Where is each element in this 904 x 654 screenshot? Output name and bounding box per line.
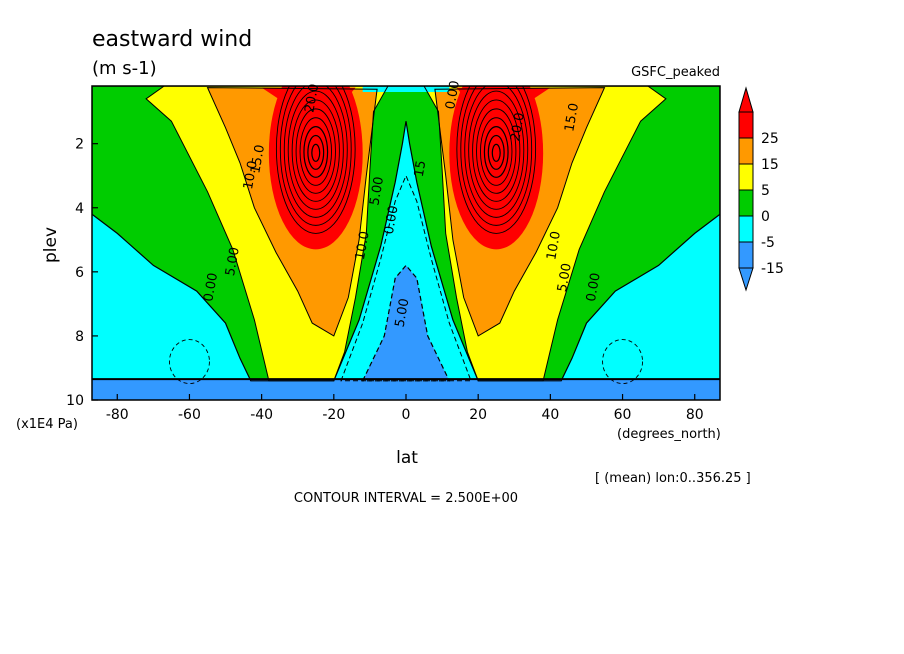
y-axis-label: plev — [41, 227, 61, 263]
averaging-note: [ (mean) lon:0..356.25 ] — [595, 471, 751, 486]
contour-label: 0.00 — [201, 272, 221, 303]
colorbar-segment — [738, 189, 754, 217]
x-tick-label: 0 — [402, 407, 411, 423]
contour-south — [295, 108, 336, 194]
colorbar-segment — [738, 163, 754, 191]
contour-neg-south — [168, 339, 210, 385]
x-tick-label: -60 — [178, 407, 201, 423]
contour-label: 0.00 — [443, 79, 463, 110]
chart-units: (m s-1) — [92, 58, 157, 79]
colorbar-segment — [738, 137, 754, 165]
y-tick-label: 4 — [75, 201, 84, 217]
contour-interval-note: CONTOUR INTERVAL = 2.500E+00 — [294, 491, 518, 506]
contour-north — [476, 108, 517, 194]
colorbar-label: 0 — [761, 209, 770, 225]
contour-south — [275, 86, 356, 234]
x-axis: -80 -60 -40 -20 0 20 40 60 80 — [106, 394, 704, 423]
contour-label: 5.00 — [555, 262, 575, 293]
contour-north — [456, 86, 537, 234]
contour-15-north — [434, 87, 606, 337]
colorbar-label: 5 — [761, 183, 770, 199]
contour-neg-north — [602, 339, 644, 385]
x-axis-label: lat — [396, 448, 418, 468]
contour-north — [468, 90, 525, 210]
y-tick-label: 2 — [75, 137, 84, 153]
x-tick-label: -20 — [322, 407, 345, 423]
contour-label: 5.00 — [393, 297, 413, 328]
contour-field — [92, 86, 720, 400]
contour-north — [483, 126, 509, 178]
colorbar-label: -5 — [761, 235, 775, 251]
colorbar-top-arrow — [738, 86, 754, 113]
contour-label: 15 — [412, 159, 430, 178]
contour-south — [307, 134, 325, 170]
contour-north — [487, 134, 505, 170]
x-tick-label: 80 — [686, 407, 704, 423]
contour-south — [299, 117, 332, 186]
contour-north — [491, 143, 501, 162]
colorbar-label: 25 — [761, 131, 779, 147]
tropical-easterly-core — [362, 265, 450, 381]
contour-north — [464, 86, 529, 218]
colorbar-segment — [738, 241, 754, 269]
contour-south — [303, 126, 329, 178]
contour-label: 20.0 — [508, 111, 528, 142]
colorbar-bottom-arrow — [738, 267, 754, 292]
chart-title: eastward wind — [92, 27, 252, 52]
jet-core-north — [449, 86, 544, 250]
contour-neg-10 — [361, 264, 451, 382]
colorbar-segment — [738, 111, 754, 139]
y-tick-label: 8 — [75, 329, 84, 345]
colorbar: 25 15 5 0 -5 -15 — [738, 86, 784, 292]
contour-south — [291, 99, 340, 202]
jet-top-south — [261, 87, 356, 112]
jet-top-north — [456, 87, 551, 112]
contour-south — [279, 86, 352, 226]
x-axis-units: (degrees_north) — [617, 427, 721, 442]
contour-label: 10.0 — [241, 160, 261, 191]
contour-north — [460, 86, 533, 226]
contour-label: 0.00 — [382, 204, 402, 235]
colorbar-label: -15 — [761, 261, 784, 277]
contour-north — [472, 99, 521, 202]
jet-core-south — [268, 86, 363, 250]
y-axis-units: (x1E4 Pa) — [16, 417, 78, 432]
contour-label: 5.00 — [367, 176, 387, 207]
y-tick-label: 10 — [66, 393, 84, 409]
dataset-label: GSFC_peaked — [631, 65, 720, 80]
contour-south — [283, 86, 348, 218]
contour-label: 5.00 — [223, 246, 243, 277]
contour-label: 20.0 — [302, 83, 322, 114]
contour-15-south — [206, 87, 378, 337]
contour-south — [311, 143, 321, 162]
x-tick-label: 40 — [541, 407, 559, 423]
contour-south — [287, 90, 344, 210]
surface-band — [92, 379, 720, 400]
x-tick-label: 60 — [614, 407, 632, 423]
contour-label: 10.0 — [544, 230, 564, 261]
y-tick-label: 6 — [75, 265, 84, 281]
contour-label: 0.00 — [584, 272, 604, 303]
stratospheric-strip — [362, 86, 450, 92]
x-tick-label: -80 — [106, 407, 129, 423]
contour-label: 10.0 — [353, 230, 373, 261]
contour-neg-5 — [340, 174, 472, 382]
y-axis: 2 4 6 8 10 — [66, 137, 98, 409]
contour-labels: 20.015.010.05.000.0010.05.000.005.000.00… — [201, 79, 603, 328]
contour-label: 15.0 — [248, 144, 268, 175]
x-tick-label: 20 — [469, 407, 487, 423]
colorbar-label: 15 — [761, 157, 779, 173]
contour-label: 15.0 — [562, 102, 582, 133]
x-tick-label: -40 — [250, 407, 273, 423]
contour-north — [480, 117, 513, 186]
colorbar-segment — [738, 215, 754, 243]
contour-0 — [92, 86, 720, 382]
